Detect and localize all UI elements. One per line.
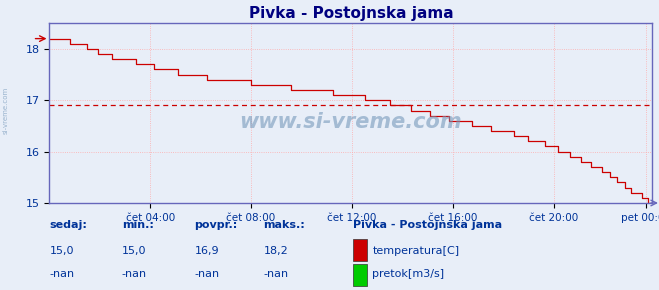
Text: sedaj:: sedaj: [49, 220, 87, 230]
Text: 16,9: 16,9 [194, 246, 219, 256]
Text: -nan: -nan [194, 269, 219, 279]
Text: 15,0: 15,0 [122, 246, 146, 256]
Text: povpr.:: povpr.: [194, 220, 238, 230]
Text: www.si-vreme.com: www.si-vreme.com [240, 112, 462, 132]
Text: -nan: -nan [49, 269, 74, 279]
Text: maks.:: maks.: [264, 220, 305, 230]
Text: temperatura[C]: temperatura[C] [372, 246, 459, 256]
Text: min.:: min.: [122, 220, 154, 230]
Text: 18,2: 18,2 [264, 246, 289, 256]
Text: -nan: -nan [264, 269, 289, 279]
Text: -nan: -nan [122, 269, 147, 279]
Text: pretok[m3/s]: pretok[m3/s] [372, 269, 444, 279]
Title: Pivka - Postojnska jama: Pivka - Postojnska jama [248, 6, 453, 21]
Text: 15,0: 15,0 [49, 246, 74, 256]
Text: Pivka - Postojnska jama: Pivka - Postojnska jama [353, 220, 501, 230]
Text: si-vreme.com: si-vreme.com [2, 87, 9, 134]
